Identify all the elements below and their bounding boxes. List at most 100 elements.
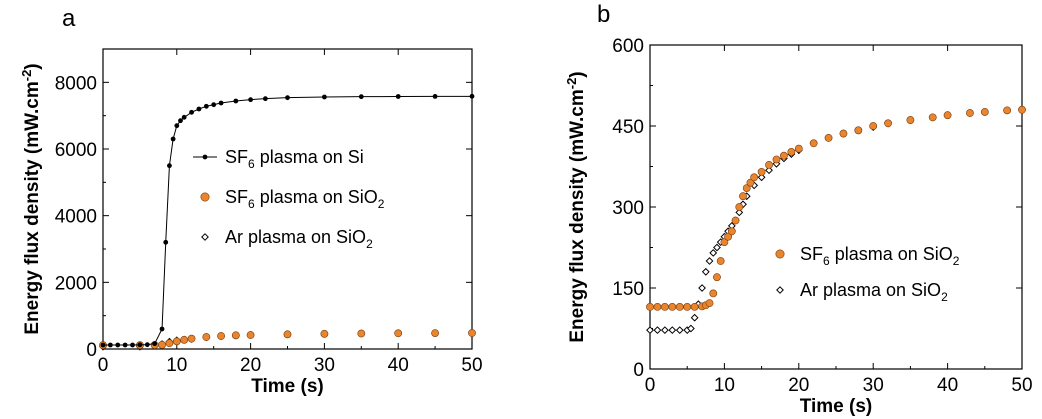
panel-b-data-point	[980, 108, 989, 116]
panel-a-data-point	[180, 335, 189, 344]
panel-b-data-point	[705, 257, 714, 265]
panel-b-data-point	[724, 232, 733, 241]
panel-a-legend-label: Ar plasma on SiO2	[225, 227, 373, 251]
panel-a-data-point	[174, 123, 180, 129]
panel-b-data-point	[716, 257, 725, 265]
panel-a-data-point	[170, 136, 176, 142]
panel-a-data-point	[203, 103, 209, 109]
panel-b-legend-marker	[776, 286, 784, 294]
panel-a-data-point	[218, 100, 224, 106]
panel-a-series-line	[103, 95, 473, 346]
panel-b-data-point	[824, 133, 833, 142]
panel-b-plot-frame	[649, 44, 1023, 370]
panel-a-data-point	[468, 329, 476, 337]
panel-a-ytick-label: 8000	[55, 73, 97, 94]
panel-b-data-point	[653, 326, 662, 335]
panel-b-series-0	[646, 105, 1026, 311]
panel-b-data-point	[1018, 105, 1026, 114]
panel-b-data-point	[698, 284, 706, 292]
panel-b-data-point	[668, 326, 677, 335]
panel-b-data-point	[765, 160, 773, 169]
panel-b-data-point	[735, 208, 744, 217]
panel-b-data-point	[701, 267, 710, 276]
panel-b-data-point	[739, 192, 747, 201]
panel-a-xtick-label: 40	[388, 355, 409, 376]
panel-a-data-point	[469, 93, 475, 99]
panel-a-data-point	[394, 329, 403, 338]
panel-a-data-point	[196, 106, 202, 112]
panel-b-xtick-label: 0	[645, 375, 656, 396]
panel-a-data-point	[165, 339, 174, 348]
panel-a-legend-label: SF6 plasma on SiO2	[225, 187, 385, 211]
panel-b-legend-marker	[775, 249, 785, 259]
panel-b-data-point	[668, 302, 677, 311]
panel-b-data-point	[757, 173, 766, 182]
panel-b-xtick-label: 10	[714, 375, 735, 396]
panel-a-data-point	[159, 326, 165, 332]
panel-a-legend-marker	[201, 233, 209, 241]
panel-a-data-point	[217, 332, 225, 340]
panel-a-data-point	[163, 239, 169, 245]
panel-a-ytick-label: 6000	[55, 140, 97, 161]
panel-a-label: a	[62, 5, 76, 32]
panel-b-data-point	[709, 248, 718, 257]
panel-a-data-point	[358, 94, 364, 100]
panel-b-data-point	[757, 167, 766, 176]
panel-a-legend-marker	[200, 192, 210, 202]
panel-b-data-point	[646, 302, 654, 311]
panel-a-ytick-label: 4000	[55, 207, 97, 228]
panel-b-data-point	[675, 326, 684, 335]
panel-a-data-point	[202, 333, 211, 341]
panel-b-xtick-label: 20	[788, 375, 809, 396]
panel-a-legend-label: SF6 plasma on Si	[225, 147, 364, 171]
panel-a-data-point	[178, 118, 183, 124]
panel-b-ytick-label: 150	[612, 279, 644, 300]
panel-b-data-point	[713, 243, 721, 252]
panel-b-data-point	[690, 313, 699, 322]
panel-b-data-point	[653, 302, 662, 311]
panel-a-data-point	[283, 330, 292, 339]
panel-a-data-point	[158, 340, 166, 349]
panel-b-y-axis-label: Energy flux density (mW.cm-2)	[564, 71, 588, 342]
panel-a-data-point	[152, 341, 158, 347]
panel-a-series-1	[99, 329, 476, 350]
panel-b-data-point	[854, 126, 863, 135]
panel-a-data-point	[233, 98, 239, 104]
panel-a-data-point	[231, 331, 240, 340]
panel-a-data-point	[115, 342, 121, 348]
panel-a-data-point	[211, 102, 217, 108]
panel-a-y-axis-label: Energy flux density (mW.cm-2)	[19, 63, 43, 334]
panel-b-data-point	[966, 109, 974, 117]
panel-b-ytick-label: 0	[633, 360, 644, 381]
panel-a-data-point	[248, 97, 254, 103]
panel-b-data-point	[794, 144, 803, 153]
panel-a-data-point	[322, 94, 327, 100]
panel-b-data-point	[809, 139, 818, 148]
panel-b-xtick-label: 50	[1011, 375, 1032, 396]
panel-a-data-point	[144, 342, 150, 348]
panel-b-label: b	[597, 1, 610, 28]
panel-b-data-point	[735, 203, 744, 211]
panel-a-legend-marker	[202, 154, 208, 160]
panel-b-ytick-label: 450	[612, 117, 644, 138]
panel-b-data-point	[660, 326, 669, 335]
panel-b-x-axis-label: Time (s)	[800, 396, 873, 417]
panel-b-data-point	[675, 302, 684, 311]
panel-b-data-point	[1003, 106, 1012, 115]
panel-a-data-point	[262, 96, 268, 102]
panel-b-data-point	[690, 302, 699, 311]
panel-b-data-point	[750, 173, 759, 182]
panel-a-ytick-label: 0	[86, 340, 97, 361]
panel-b-xtick-label: 40	[937, 375, 958, 396]
panel-a-xtick-label: 50	[461, 355, 482, 376]
panel-a-xtick-label: 10	[166, 355, 187, 376]
panel-a-data-point	[246, 331, 255, 339]
panel-b-data-point	[839, 129, 848, 138]
panel-b-data-point	[943, 111, 952, 120]
panel-b-data-point	[705, 299, 714, 308]
panel-a-data-point	[320, 329, 329, 338]
panel-b-legend-label: SF6 plasma on SiO2	[800, 244, 960, 268]
panel-a-data-point	[130, 342, 135, 348]
panel-b-legend-label: Ar plasma on SiO2	[800, 280, 948, 304]
